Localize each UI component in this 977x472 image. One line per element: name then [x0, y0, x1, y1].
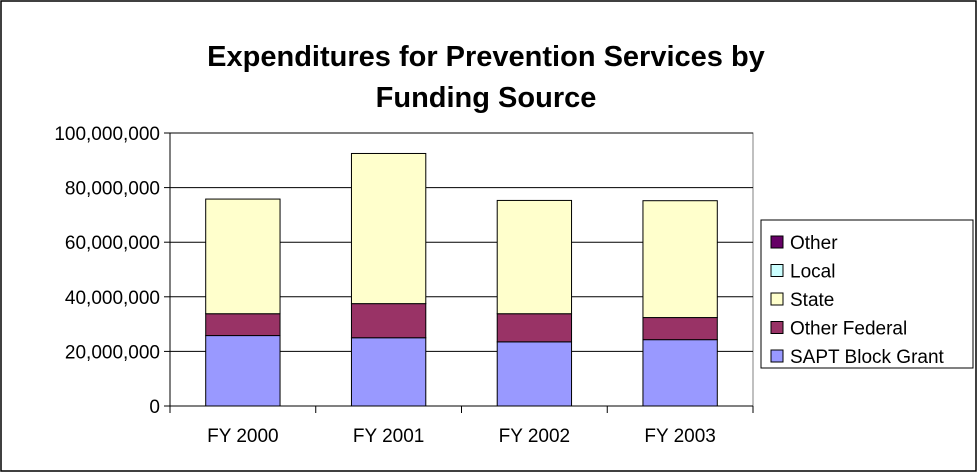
y-tick-label: 80,000,000	[65, 179, 160, 200]
y-tick-label: 100,000,000	[54, 124, 160, 145]
legend-label: State	[790, 290, 834, 311]
bar-segment-state	[642, 200, 718, 319]
legend-swatch	[770, 264, 784, 277]
legend-label: Other Federal	[790, 319, 907, 340]
legend-label: Local	[790, 262, 835, 283]
chart-title-line-1: Expenditures for Prevention Services by	[207, 41, 765, 73]
y-tick-label: 40,000,000	[65, 288, 160, 309]
chart-title-line-2: Funding Source	[376, 82, 597, 114]
legend-box	[760, 219, 974, 369]
legend-label: SAPT Block Grant	[790, 347, 945, 368]
x-tick-label: FY 2002	[499, 426, 570, 447]
bar-segment-state	[205, 198, 281, 315]
bar-segment-state	[496, 199, 573, 315]
axes	[164, 132, 754, 413]
y-tick-label: 0	[149, 397, 160, 418]
bar-segment-other-federal	[205, 313, 281, 337]
y-axis-tick-labels: 0 20,000,000 40,000,000 60,000,000 80,000,00…	[54, 124, 160, 418]
y-tick-label: 60,000,000	[65, 233, 160, 254]
legend-swatch	[770, 321, 784, 334]
bar-segment-other-federal	[642, 317, 718, 341]
bar-segment-sapt-block-grant	[350, 337, 427, 407]
x-axis-tick-labels: FY 2000 FY 2001 FY 2002 FY 2003	[207, 426, 716, 447]
bar-segment-sapt-block-grant	[205, 335, 281, 407]
legend: Other Local State Other Federal SAPT Block G…	[760, 219, 974, 369]
bar-segment-sapt-block-grant	[496, 341, 573, 407]
x-tick-label: FY 2003	[644, 426, 715, 447]
legend-swatch	[770, 292, 784, 306]
bar-segment-state	[350, 152, 427, 305]
bar-segment-other-federal	[350, 303, 427, 339]
legend-swatch	[770, 235, 784, 249]
x-tick-label: FY 2000	[207, 426, 278, 447]
x-tick-label: FY 2001	[353, 426, 424, 447]
legend-label: Other	[790, 233, 838, 254]
bar-segment-other-federal	[496, 313, 573, 343]
bars	[205, 152, 718, 407]
y-tick-label: 20,000,000	[65, 342, 160, 363]
bar-segment-sapt-block-grant	[642, 339, 718, 407]
legend-swatch	[770, 349, 784, 363]
